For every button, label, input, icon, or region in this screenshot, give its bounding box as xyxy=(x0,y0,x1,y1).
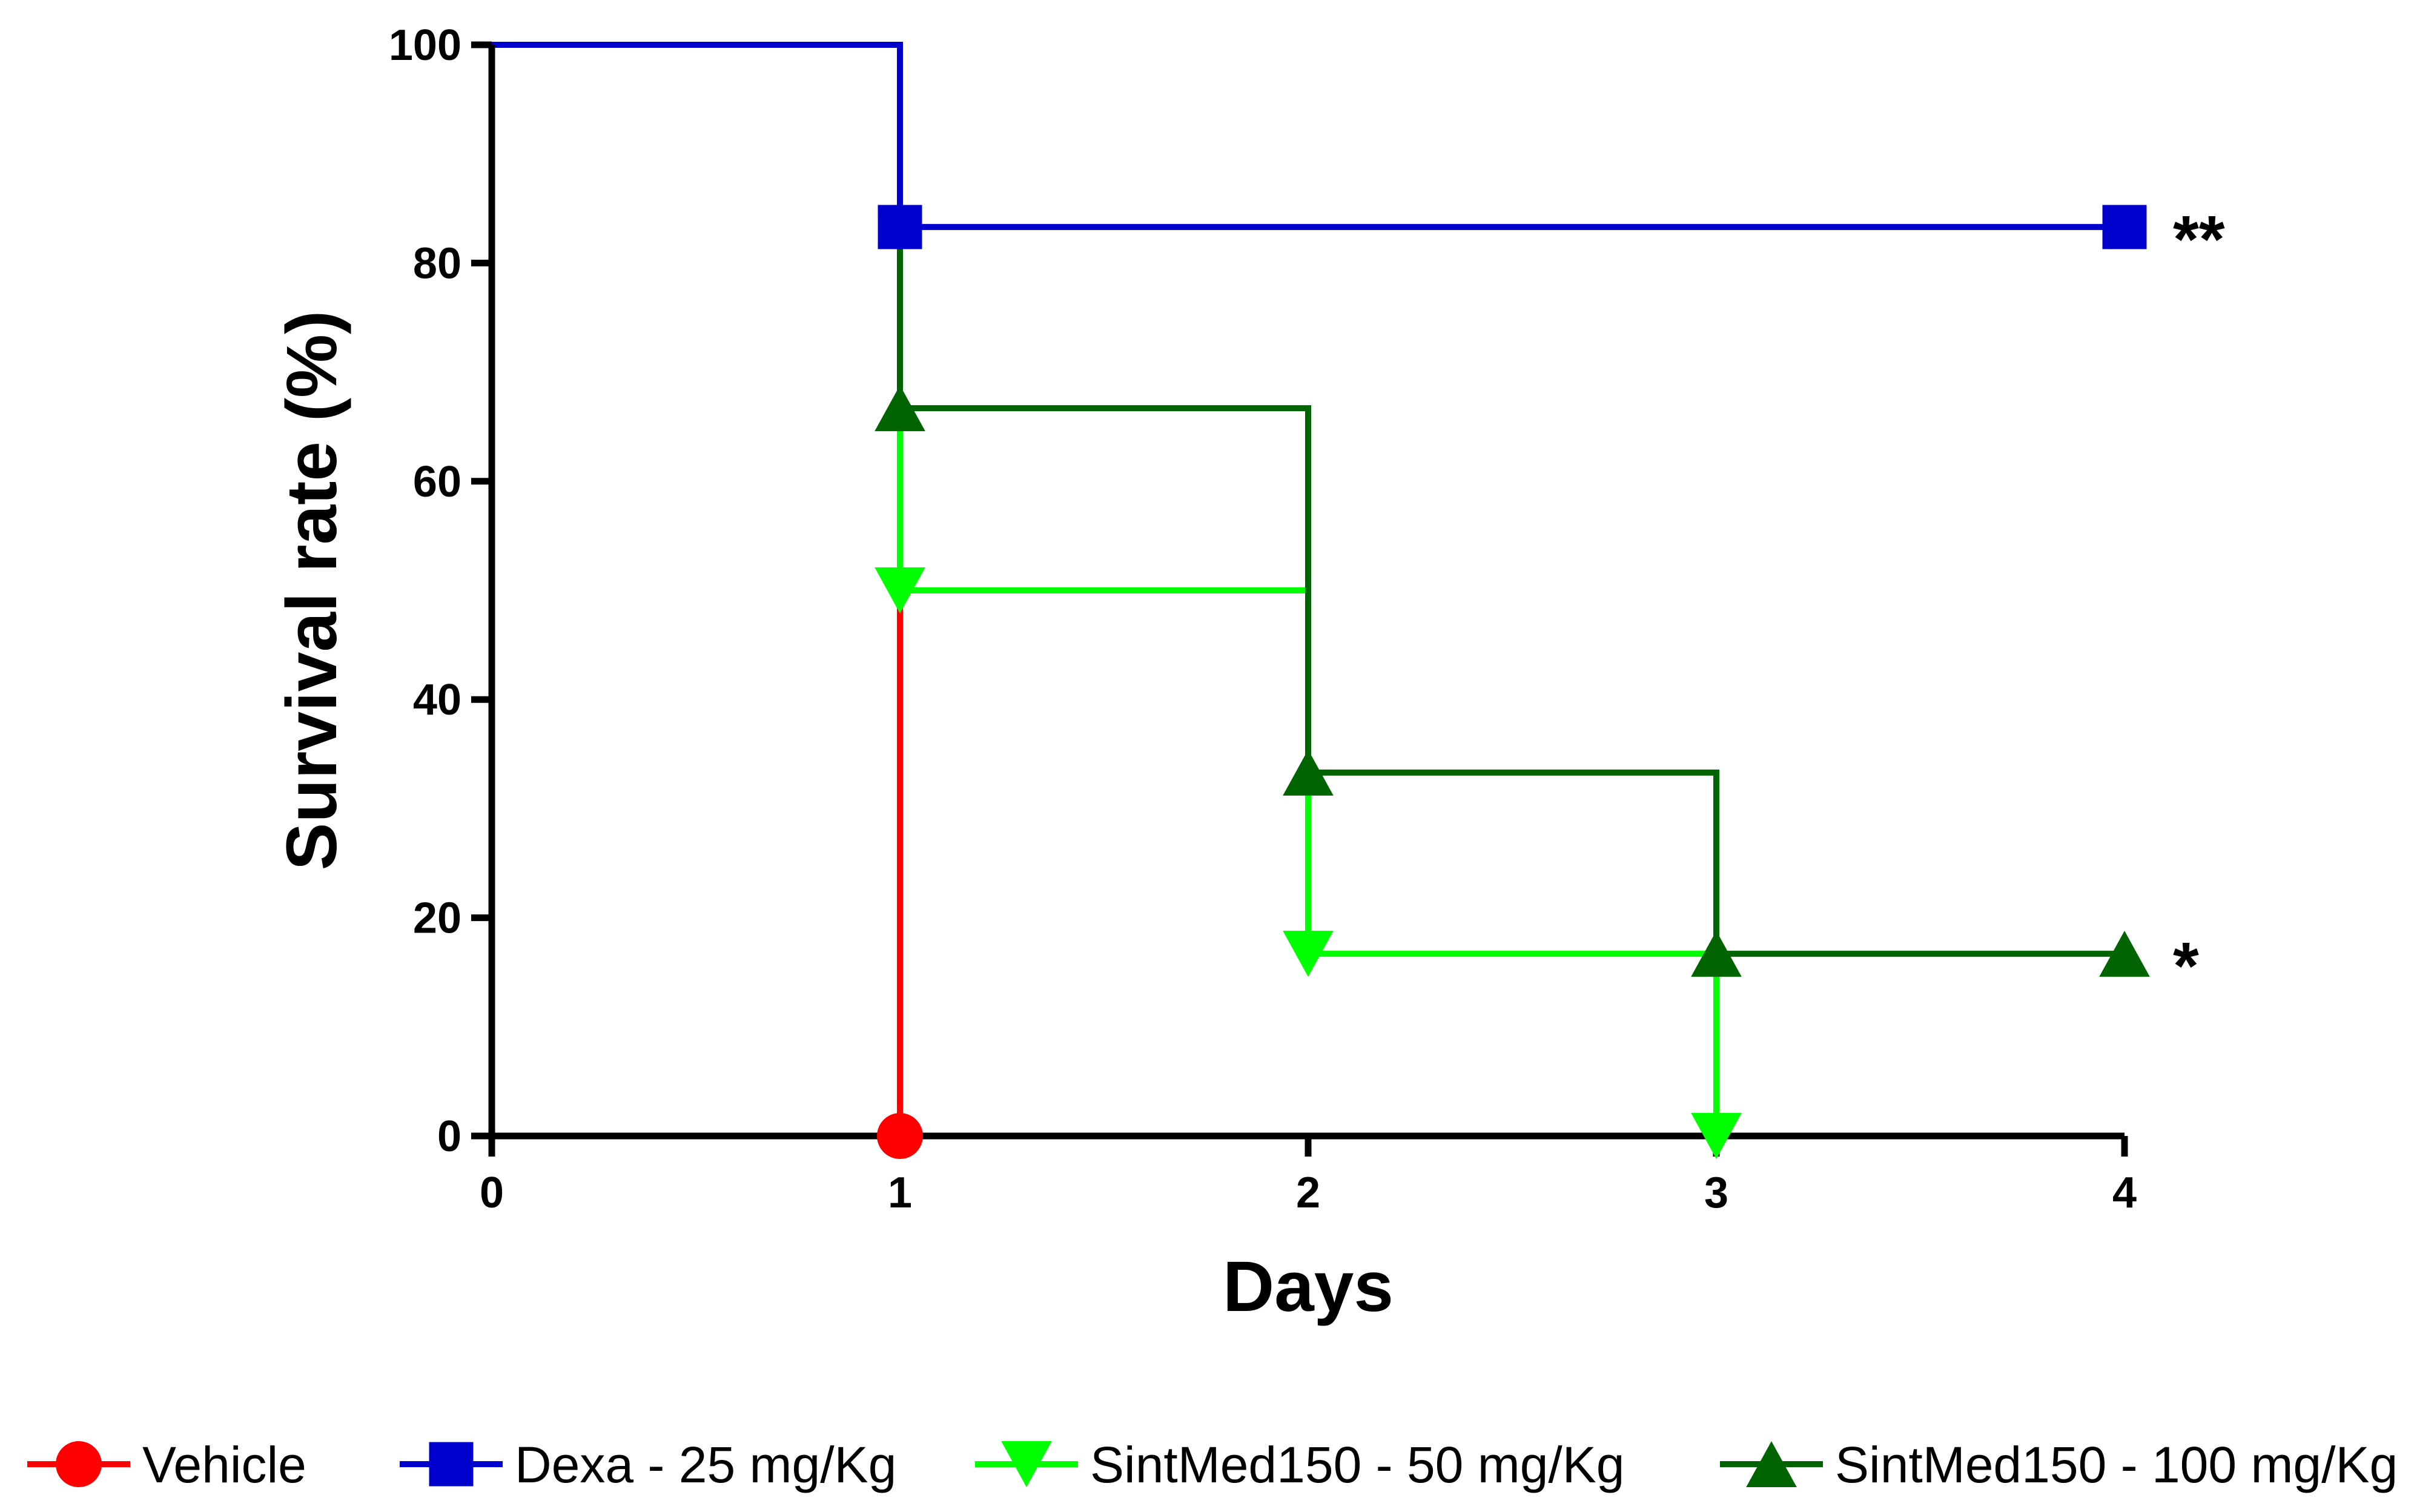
data-point-triangle-up xyxy=(2099,931,2150,977)
legend-label: SintMed150 - 100 mg/Kg xyxy=(1835,1436,2398,1493)
series-line-2 xyxy=(492,42,2125,230)
label-layer: *** xyxy=(2173,202,2225,1003)
x-axis-title: Days xyxy=(1223,1247,1394,1327)
y-tick-label: 80 xyxy=(413,239,461,288)
legend-item: SintMed150 - 100 mg/Kg xyxy=(1720,1436,2398,1493)
x-tick-label: 3 xyxy=(1704,1169,1728,1217)
y-tick-label: 20 xyxy=(413,894,461,943)
y-axis-title: Survival rate (%) xyxy=(272,311,352,871)
data-point-triangle-down xyxy=(1283,931,1334,977)
legend-label: Dexa - 25 mg/Kg xyxy=(515,1436,896,1493)
data-point-triangle-up xyxy=(1691,931,1742,977)
legend-marker-triangle-up xyxy=(1746,1441,1797,1487)
x-tick-label: 2 xyxy=(1296,1169,1320,1217)
y-tick-label: 100 xyxy=(389,21,461,70)
significance-annotation: ** xyxy=(2173,202,2225,277)
legend-label: SintMed150 - 50 mg/Kg xyxy=(1090,1436,1625,1493)
data-point-triangle-up xyxy=(1283,749,1334,796)
legend: Vehicle Dexa - 25 mg/Kg SintMed150 - 50 mg… xyxy=(27,1436,2398,1493)
x-tick-label: 0 xyxy=(480,1169,504,1217)
significance-annotation: * xyxy=(2173,929,2199,1003)
data-point-triangle-down xyxy=(1691,1113,1742,1159)
legend-item: Vehicle xyxy=(27,1436,306,1493)
data-point-circle xyxy=(877,1113,923,1159)
legend-item: SintMed150 - 50 mg/Kg xyxy=(975,1436,1625,1493)
legend-marker-square xyxy=(429,1442,474,1487)
x-tick-label: 1 xyxy=(888,1169,912,1217)
legend-label: Vehicle xyxy=(142,1436,306,1493)
legend-marker-triangle-down xyxy=(1001,1441,1052,1487)
y-tick-label: 40 xyxy=(413,676,461,724)
series-line-3 xyxy=(492,42,1719,1136)
data-point-triangle-up xyxy=(875,385,925,432)
y-tick-label: 0 xyxy=(437,1112,461,1161)
data-point-triangle-down xyxy=(875,567,925,613)
y-tick-label: 60 xyxy=(413,458,461,506)
legend-item: Dexa - 25 mg/Kg xyxy=(400,1436,896,1493)
marker-layer xyxy=(875,205,2150,1159)
legend-marker-circle xyxy=(56,1441,102,1487)
series-line-1 xyxy=(492,42,903,1136)
data-point-square xyxy=(2102,205,2147,249)
x-tick-label: 4 xyxy=(2112,1169,2137,1217)
data-point-square xyxy=(878,205,922,249)
